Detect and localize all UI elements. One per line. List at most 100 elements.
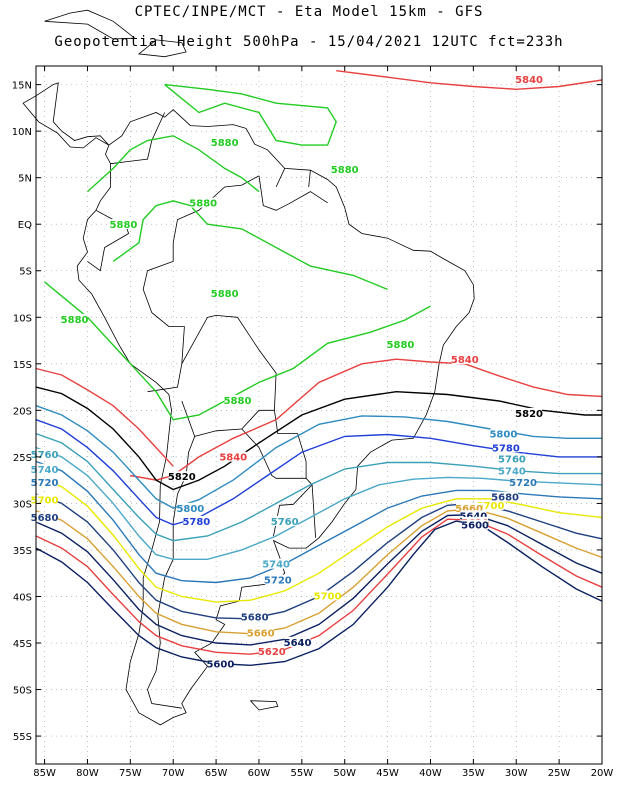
contour-5840 — [130, 358, 603, 481]
lat-tick-label: 15S — [13, 360, 32, 371]
contour-label-bg — [190, 197, 217, 208]
contour-5840 — [336, 70, 603, 91]
contour-label-5840: 5840 — [219, 453, 247, 464]
contour-label-5700: 5700 — [477, 501, 505, 512]
contour-label-5680: 5680 — [241, 613, 269, 624]
lon-tick-label: 45W — [376, 768, 399, 779]
contour-label-bg — [284, 636, 311, 647]
lon-tick-label: 60W — [248, 768, 271, 779]
contour-5740 — [35, 446, 603, 560]
coast-border-path — [308, 170, 311, 188]
contour-label-5760: 5760 — [271, 517, 299, 528]
contour-label-bg — [31, 494, 58, 505]
contour-label-bg — [220, 451, 247, 462]
contour-label-5880: 5880 — [110, 220, 138, 231]
contour-5840 — [35, 367, 174, 467]
contour-label-bg — [516, 73, 543, 84]
contour-label-bg — [492, 491, 519, 502]
contour-label-bg — [451, 353, 478, 364]
contour-label-5680: 5680 — [491, 493, 519, 504]
lat-tick-label: 40S — [13, 592, 32, 603]
contour-label-5760: 5760 — [31, 450, 59, 461]
lat-tick-label: 30S — [13, 499, 32, 510]
contour-label-5800: 5800 — [489, 429, 517, 440]
contour-5640 — [35, 513, 603, 646]
contour-label-5700: 5700 — [314, 591, 342, 602]
contour-label-5820: 5820 — [168, 472, 196, 483]
contour-label-5840: 5840 — [515, 75, 543, 86]
lon-tick-label: 75W — [119, 768, 142, 779]
contour-5880 — [164, 83, 337, 146]
contour-label-5800: 5800 — [176, 504, 204, 515]
coast-border-path — [22, 82, 110, 149]
contour-label-5640: 5640 — [459, 511, 487, 522]
contour-label-5720: 5720 — [509, 478, 537, 489]
lat-tick-label: 35S — [13, 546, 32, 557]
lat-tick-label: 10S — [13, 313, 32, 324]
contour-5780 — [35, 419, 602, 526]
lon-tick-label: 55W — [291, 768, 314, 779]
coast-border-path — [181, 314, 277, 437]
lat-tick-label: 5S — [19, 267, 32, 278]
contour-label-5600: 5600 — [206, 659, 234, 670]
contour-5880 — [87, 135, 260, 193]
contour-label-5720: 5720 — [31, 478, 59, 489]
contour-label-bg — [477, 500, 504, 511]
coast-border-path — [311, 484, 316, 538]
contour-label-5740: 5740 — [498, 467, 526, 478]
contour-label-bg — [207, 658, 234, 669]
contour-5700 — [35, 476, 603, 603]
contour-label-5880: 5880 — [211, 138, 239, 149]
lat-tick-label: EQ — [18, 220, 32, 231]
contour-label-5880: 5880 — [387, 340, 415, 351]
contour-5880 — [112, 200, 388, 291]
lon-tick-label: 50W — [333, 768, 356, 779]
contour-label-5640: 5640 — [284, 638, 312, 649]
contour-5760 — [35, 432, 602, 542]
contour-label-bg — [492, 442, 519, 453]
contour-5660 — [35, 508, 603, 635]
lat-tick-label: 45S — [13, 639, 32, 650]
lon-tick-label: 20W — [591, 768, 614, 779]
contour-label-bg — [510, 476, 537, 487]
contour-label-5880: 5880 — [211, 289, 239, 300]
contour-label-bg — [314, 590, 341, 601]
lon-tick-label: 30W — [505, 768, 528, 779]
contour-label-5680: 5680 — [31, 513, 59, 524]
contour-label-bg — [241, 611, 268, 622]
contour-label-bg — [460, 510, 487, 521]
contour-label-5660: 5660 — [247, 629, 275, 640]
contour-label-bg — [61, 313, 88, 324]
contour-label-bg — [263, 558, 290, 569]
contour-label-5600: 5600 — [461, 521, 489, 532]
contour-5600 — [35, 520, 603, 667]
contour-5620 — [35, 518, 603, 655]
axis-ticks: 15N 10N 5N EQ 5S 10S 15S 20S 25S 30S 35S 40S 45S 50S 5… — [12, 66, 614, 779]
contour-label-5780: 5780 — [182, 517, 210, 528]
contour-label-bg — [224, 394, 251, 405]
lon-tick-label: 85W — [33, 768, 56, 779]
contour-label-bg — [498, 465, 525, 476]
contour-label-5840: 5840 — [451, 355, 479, 366]
coast-border-path — [250, 700, 279, 711]
contour-lines — [35, 70, 603, 667]
lon-tick-label: 35W — [462, 768, 485, 779]
coast-border-path — [258, 175, 328, 211]
contour-label-bg — [31, 512, 58, 523]
lat-tick-label: 15N — [12, 81, 32, 92]
coast-border-path — [142, 175, 260, 393]
coast-border-path — [273, 478, 313, 537]
contour-label-5820: 5820 — [515, 409, 543, 420]
contour-label-5720: 5720 — [264, 576, 292, 587]
contour-label-bg — [183, 515, 210, 526]
contour-label-bg — [516, 407, 543, 418]
contour-label-bg — [258, 646, 285, 657]
contour-label-bg — [331, 164, 358, 175]
lat-tick-label: 55S — [13, 732, 32, 743]
contour-labels: 5880 5880 5880 5880 5880 5880 5880 5880 5840 5840… — [31, 73, 543, 670]
chart-title-line2: Geopotential Height 500hPa - 15/04/2021 … — [54, 34, 564, 50]
lon-tick-label: 70W — [162, 768, 185, 779]
coast-border-path — [110, 112, 165, 165]
coast-border-path — [44, 9, 136, 40]
contour-label-5700: 5700 — [31, 495, 59, 506]
